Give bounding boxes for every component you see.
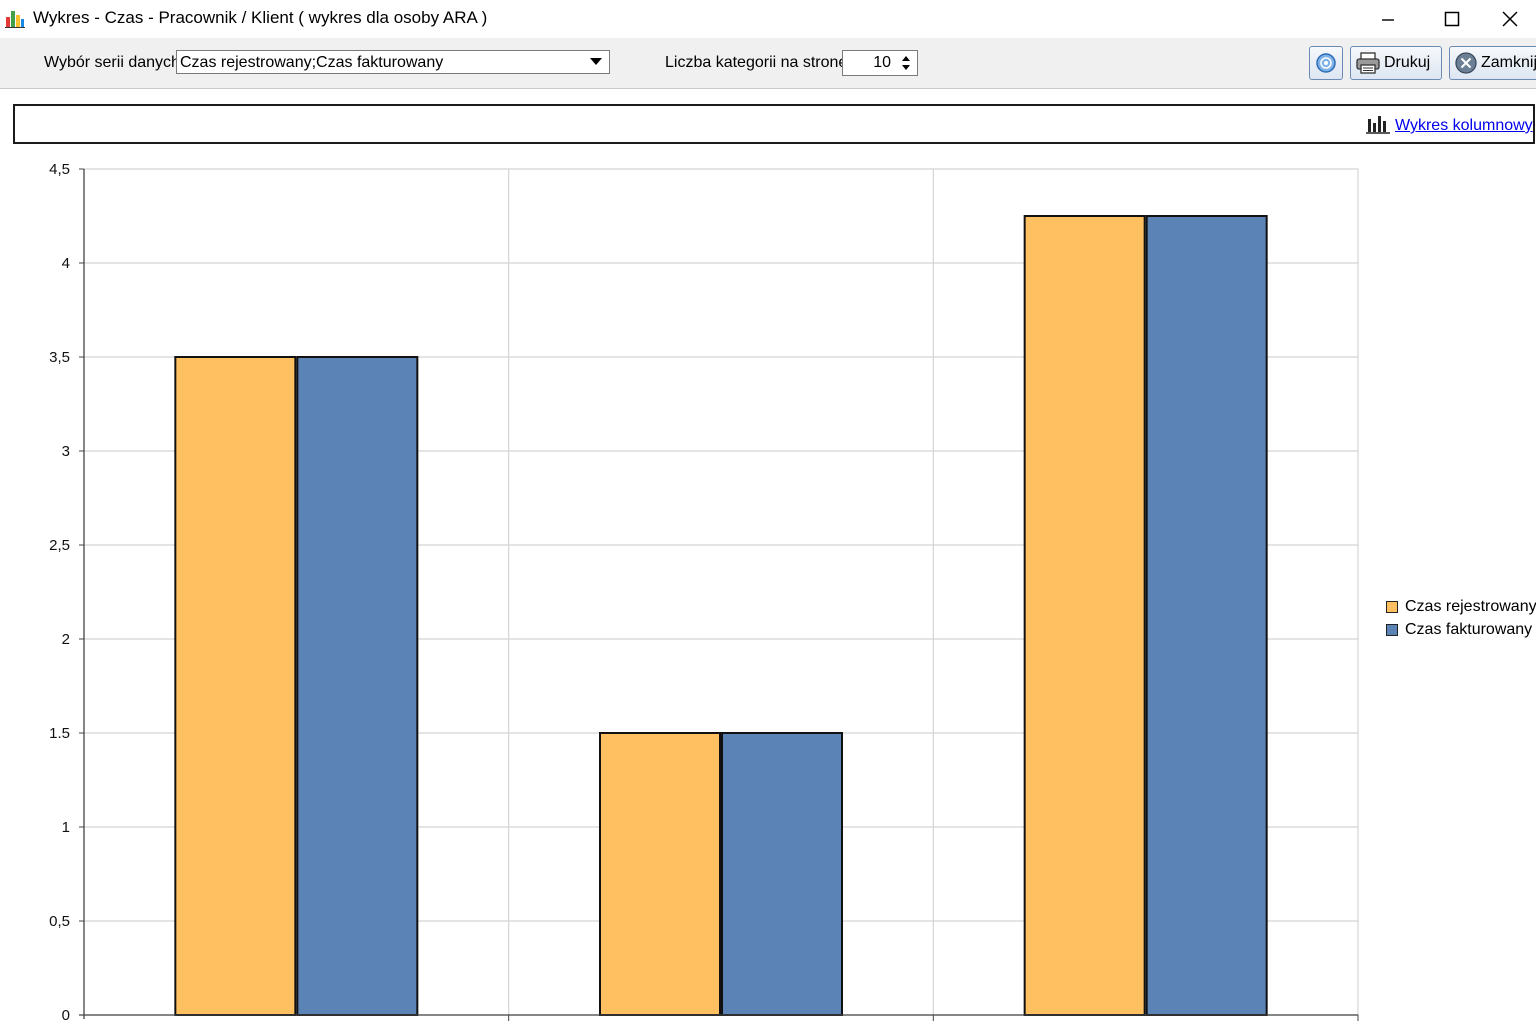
column-chart-icon [1366,116,1390,134]
window-title: Wykres - Czas - Pracownik / Klient ( wyk… [33,8,488,27]
print-button[interactable]: Drukuj [1350,46,1442,80]
series-label: Wybór serii danych [44,54,180,71]
minimize-icon [1382,19,1394,21]
bar-chart-app-icon [5,11,25,28]
y-tick-label: 3,5 [49,349,70,366]
close-button[interactable]: Zamknij [1449,46,1536,80]
maximize-button[interactable] [1420,0,1484,38]
print-button-label: Drukuj [1384,54,1431,71]
close-button-label: Zamknij [1481,54,1536,71]
y-tick-label: 1 [62,819,70,836]
y-tick-label: 4,5 [49,161,70,178]
bar-czas-rejestrowany [599,732,721,1016]
y-tick-label: 4 [62,255,70,272]
bar-czas-fakturowany [721,732,843,1016]
y-tick-label: 3 [62,443,70,460]
legend-label: Czas rejestrowany [1405,597,1536,615]
categories-per-page-value: 10 [873,54,891,71]
close-circle-icon [1455,52,1477,74]
categories-per-page-label: Liczba kategorii na stronę [665,54,848,71]
toolbar: Wybór serii danych Czas rejestrowany;Cza… [0,38,1536,89]
y-tick-label: 1.5 [49,725,70,742]
chart-type-bar: Wykres kolumnowy [13,104,1535,144]
printer-icon [1356,52,1380,74]
legend-item: Czas rejestrowany [1386,595,1536,618]
y-tick-label: 2,5 [49,537,70,554]
y-tick-label: 0 [62,1007,70,1024]
chevron-down-icon[interactable] [583,51,609,73]
help-icon [1316,53,1336,73]
bar-czas-fakturowany [1145,215,1268,1016]
y-tick-label: 2 [62,631,70,648]
y-tick-label: 0,5 [49,913,70,930]
chart-legend: Czas rejestrowany Czas fakturowany [1386,595,1536,641]
bar-chart: 0 0,5 1 1.5 2 2,5 3 3,5 4 4,5 Czas rejestrowany Cz… [0,150,1536,1024]
bar-chart-plot: 0 0,5 1 1.5 2 2,5 3 3,5 4 4,5 [49,161,1359,1024]
maximize-icon [1444,11,1460,27]
categories-per-page-stepper[interactable]: 10 [842,50,918,76]
legend-label: Czas fakturowany [1405,620,1533,638]
help-button[interactable] [1309,46,1343,80]
bar-czas-fakturowany [296,356,419,1016]
column-chart-link[interactable]: Wykres kolumnowy [1395,117,1533,134]
legend-swatch [1386,623,1398,636]
legend-item: Czas fakturowany [1386,618,1536,641]
series-select[interactable]: Czas rejestrowany;Czas fakturowany [176,50,610,74]
bar-czas-rejestrowany [174,356,297,1016]
title-bar: Wykres - Czas - Pracownik / Klient ( wyk… [0,0,1536,39]
series-select-value: Czas rejestrowany;Czas fakturowany [180,54,444,71]
close-icon [1502,11,1518,27]
close-window-button[interactable] [1484,0,1536,38]
minimize-button[interactable] [1356,0,1420,38]
spinner-arrows-icon[interactable] [897,53,915,73]
legend-swatch [1386,600,1398,613]
bar-czas-rejestrowany [1023,215,1146,1016]
